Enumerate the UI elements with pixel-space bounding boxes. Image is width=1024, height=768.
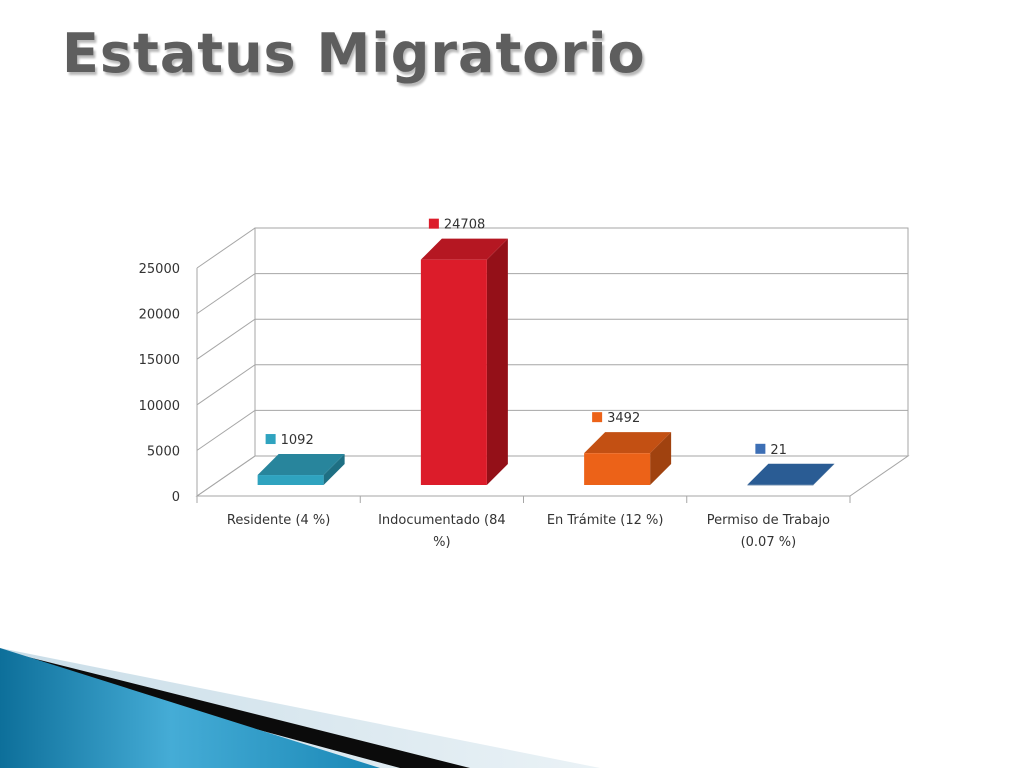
data-label-marker [428, 218, 439, 229]
slide-title: Estatus Migratorio [62, 22, 646, 85]
y-tick-label: 25000 [139, 262, 180, 277]
data-label: 1092 [281, 433, 314, 448]
bar [584, 432, 672, 485]
y-tick-label: 10000 [139, 399, 180, 414]
gridline-side [196, 273, 256, 315]
chart-grid [195, 227, 910, 497]
y-tick-label: 5000 [147, 444, 180, 459]
x-tick-label: En Trámite (12 %) [547, 513, 664, 528]
chart-back-wall [254, 227, 909, 457]
gridline-side [196, 227, 256, 269]
data-label: 3492 [607, 411, 640, 426]
gridline-side [196, 364, 256, 406]
y-tick-label: 15000 [139, 353, 180, 368]
x-tick-label: Indocumentado (84%) [378, 513, 506, 550]
gridline-side [196, 409, 256, 451]
bar-side [650, 432, 672, 485]
chart-floor [195, 455, 910, 497]
bar-front [747, 484, 814, 486]
bar-top [257, 454, 345, 476]
data-label-marker [755, 443, 766, 454]
data-label-marker [265, 434, 276, 445]
bar [257, 454, 345, 485]
bar [420, 238, 508, 485]
y-tick-label: 0 [172, 490, 180, 505]
bar [747, 463, 835, 486]
chart-bars [257, 238, 835, 486]
bar-front [584, 453, 651, 485]
bar-side [486, 238, 508, 485]
bar-side [813, 463, 835, 485]
data-label-marker [592, 412, 603, 423]
x-tick-label: Permiso de Trabajo (0.07 %) [707, 513, 830, 550]
data-label: 24708 [444, 218, 485, 233]
x-tick-label: Residente (4 %) [227, 513, 330, 528]
bar-front [420, 259, 487, 485]
bar-front [257, 475, 324, 485]
bar-top [747, 463, 835, 485]
bar-top [420, 238, 508, 260]
data-label: 21 [770, 443, 787, 458]
bar-side [323, 454, 345, 485]
chart-data-labels: 1092 24708 3492 21 [265, 218, 787, 458]
gridline-side [196, 318, 256, 360]
chart-axes: 0 5000 10000 15000 20000 25000 Residente (4 %)… [139, 262, 851, 550]
bar-top [584, 432, 672, 454]
y-tick-label: 20000 [139, 308, 180, 323]
